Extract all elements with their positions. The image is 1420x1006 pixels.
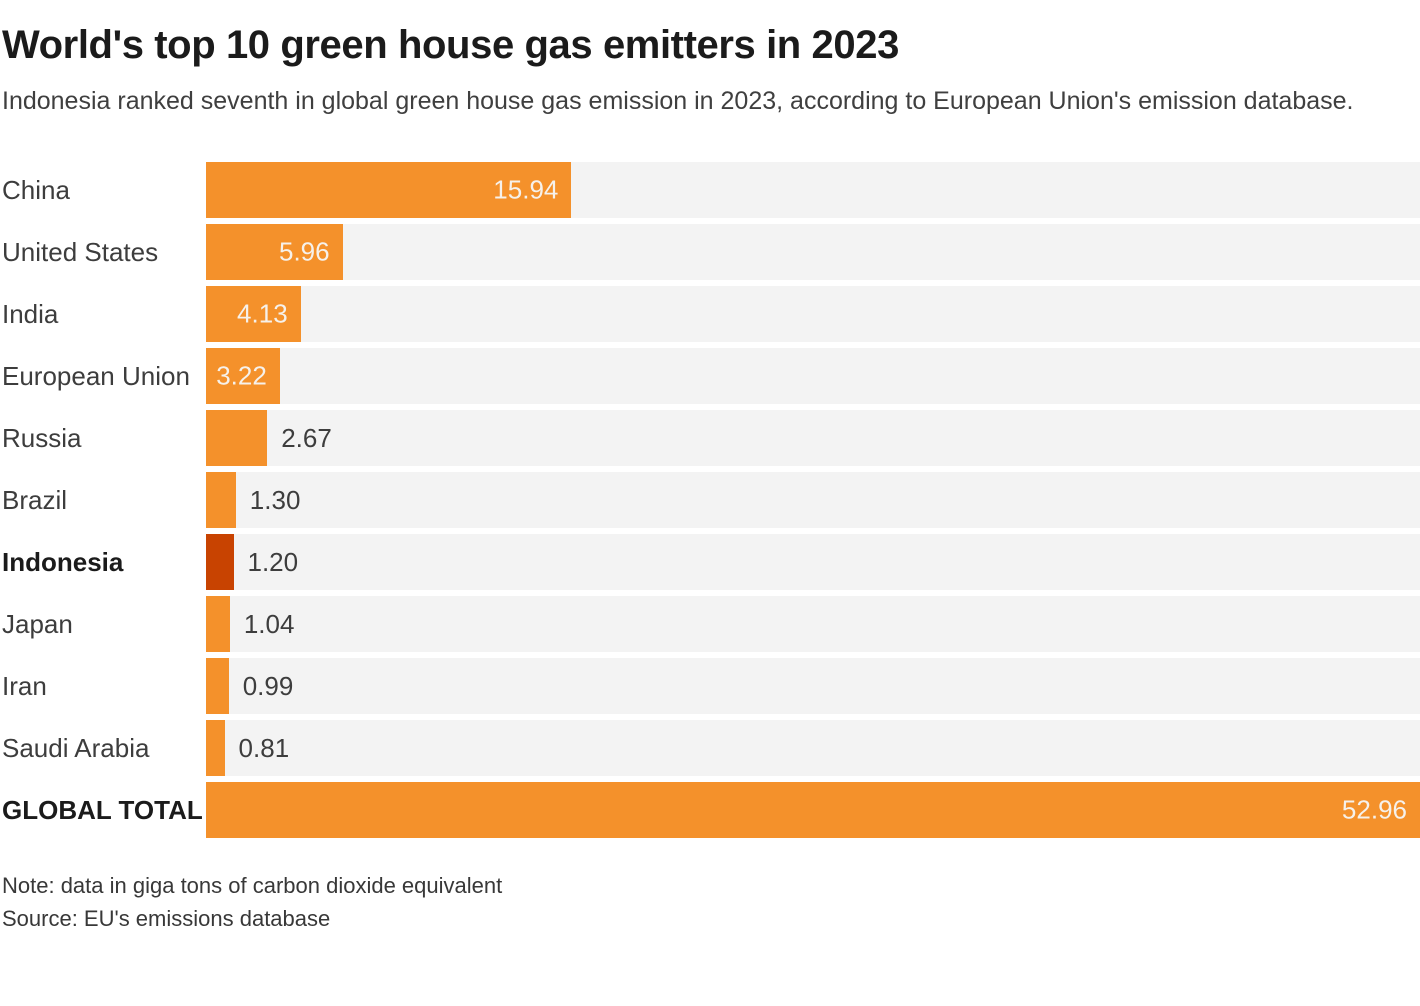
bar <box>206 410 268 466</box>
bar: 15.94 <box>206 162 572 218</box>
bar-category-label: European Union <box>2 360 190 391</box>
chart-row: Brazil 1.30 <box>0 472 1420 528</box>
bar-chart: China 15.94 United States 5.96 India 4.1… <box>0 162 1420 838</box>
bar-track: 1.20 <box>206 534 1420 590</box>
bar-track: 2.67 <box>206 410 1420 466</box>
bar <box>206 534 234 590</box>
bar-category-label: Brazil <box>2 484 68 515</box>
bar-track: 15.94 <box>206 162 1420 218</box>
chart-row: Indonesia 1.20 <box>0 534 1420 590</box>
chart-row: China 15.94 <box>0 162 1420 218</box>
bar-track: 0.81 <box>206 720 1420 776</box>
bar-category-label: India <box>2 298 59 329</box>
chart-row: Iran 0.99 <box>0 658 1420 714</box>
bar-value-label: 0.81 <box>238 732 290 763</box>
bar-value-label: 15.94 <box>493 174 559 205</box>
bar-track: 52.96 <box>206 782 1420 838</box>
bar <box>206 596 230 652</box>
chart-source: Source: EU's emissions database <box>2 906 331 931</box>
bar: 5.96 <box>206 224 343 280</box>
chart-row: India 4.13 <box>0 286 1420 342</box>
chart-note: Note: data in giga tons of carbon dioxid… <box>2 873 503 898</box>
bar-category-label: GLOBAL TOTAL <box>2 794 203 825</box>
bar-track: 0.99 <box>206 658 1420 714</box>
bar-category-label: Japan <box>2 608 73 639</box>
bar <box>206 658 229 714</box>
bar-track: 5.96 <box>206 224 1420 280</box>
bar-track: 3.22 <box>206 348 1420 404</box>
chart-row: Japan 1.04 <box>0 596 1420 652</box>
bar: 3.22 <box>206 348 280 404</box>
bar-value-label: 2.67 <box>281 422 332 453</box>
bar-value-label: 3.22 <box>216 360 267 391</box>
bar-value-label: 5.96 <box>279 236 330 267</box>
bar: 4.13 <box>206 286 301 342</box>
bar-value-label: 4.13 <box>237 298 288 329</box>
chart-subtitle: Indonesia ranked seventh in global green… <box>2 87 1354 115</box>
bar-category-label: Iran <box>2 670 47 701</box>
bar-track: 1.04 <box>206 596 1420 652</box>
chart-row: European Union 3.22 <box>0 348 1420 404</box>
bar-category-label: China <box>2 174 70 205</box>
bar-track: 1.30 <box>206 472 1420 528</box>
bar-category-label: Saudi Arabia <box>2 732 150 763</box>
bar-value-label: 0.99 <box>242 670 294 701</box>
bar-category-label: Russia <box>2 422 82 453</box>
bar-value-label: 1.30 <box>249 484 301 515</box>
chart-row: Saudi Arabia 0.81 <box>0 720 1420 776</box>
chart-row: GLOBAL TOTAL 52.96 <box>0 782 1420 838</box>
chart-footnotes: Note: data in giga tons of carbon dioxid… <box>2 873 1420 931</box>
bar-value-label: 1.04 <box>243 608 295 639</box>
bar-category-label: Indonesia <box>2 546 124 577</box>
bar <box>206 720 225 776</box>
bar <box>206 472 236 528</box>
chart-row: Russia 2.67 <box>0 410 1420 466</box>
bar-track: 4.13 <box>206 286 1420 342</box>
page-title: World's top 10 green house gas emitters … <box>2 23 899 67</box>
bar-category-label: United States <box>2 236 159 267</box>
bar-value-label: 52.96 <box>1341 794 1407 825</box>
bar-value-label: 1.20 <box>247 546 299 577</box>
bar: 52.96 <box>206 782 1420 838</box>
chart-row: United States 5.96 <box>0 224 1420 280</box>
